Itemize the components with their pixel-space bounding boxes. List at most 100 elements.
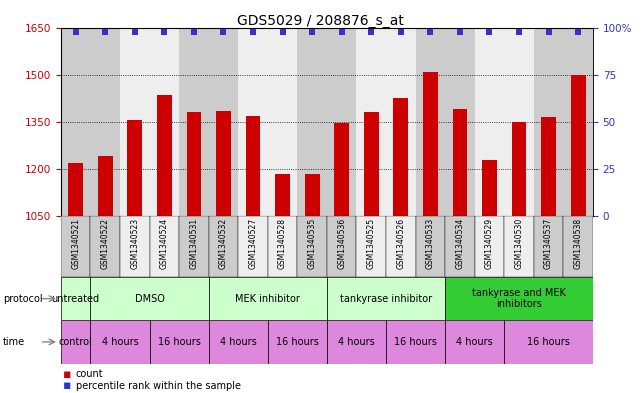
Bar (563, 216, 593, 277)
Bar (61, 216, 90, 277)
Bar (445, 277, 593, 320)
Bar (275, 174, 290, 216)
Bar (238, 216, 268, 277)
Bar (209, 28, 238, 216)
Text: 4 hours: 4 hours (220, 337, 256, 347)
Point (395, 29, 406, 35)
Bar (149, 216, 179, 277)
Bar (90, 320, 149, 364)
Text: 16 hours: 16 hours (527, 337, 570, 347)
Text: ▪: ▪ (63, 367, 71, 381)
Bar (238, 28, 268, 216)
Bar (61, 320, 90, 364)
Bar (415, 28, 445, 216)
Bar (179, 28, 209, 216)
Text: GSM1340538: GSM1340538 (574, 218, 583, 269)
Bar (128, 120, 142, 216)
Text: DMSO: DMSO (135, 294, 165, 304)
Bar (445, 28, 475, 216)
Text: GSM1340527: GSM1340527 (249, 218, 258, 269)
Bar (90, 28, 120, 216)
Bar (445, 320, 504, 364)
Bar (563, 28, 593, 216)
Bar (534, 216, 563, 277)
Point (366, 29, 376, 35)
Text: GSM1340535: GSM1340535 (308, 218, 317, 269)
Bar (327, 320, 386, 364)
Text: GSM1340532: GSM1340532 (219, 218, 228, 269)
Bar (216, 111, 231, 216)
Point (573, 29, 583, 35)
Bar (504, 320, 593, 364)
Text: 4 hours: 4 hours (456, 337, 493, 347)
Bar (504, 28, 534, 216)
Point (337, 29, 347, 35)
Bar (209, 320, 268, 364)
Point (71, 29, 81, 35)
Bar (187, 112, 201, 216)
Bar (120, 28, 149, 216)
Bar (179, 216, 209, 277)
Bar (386, 216, 415, 277)
Text: MEK inhibitor: MEK inhibitor (235, 294, 300, 304)
Text: GSM1340534: GSM1340534 (455, 218, 465, 269)
Text: ▪: ▪ (63, 379, 71, 393)
Text: count: count (76, 369, 103, 379)
Point (514, 29, 524, 35)
Text: GSM1340533: GSM1340533 (426, 218, 435, 269)
Text: GSM1340523: GSM1340523 (130, 218, 139, 269)
Text: 16 hours: 16 hours (394, 337, 437, 347)
Text: tankyrase inhibitor: tankyrase inhibitor (340, 294, 432, 304)
Bar (415, 216, 445, 277)
Bar (209, 277, 327, 320)
Text: GSM1340528: GSM1340528 (278, 218, 287, 269)
Bar (98, 156, 113, 216)
Text: protocol: protocol (3, 294, 43, 304)
Text: GSM1340529: GSM1340529 (485, 218, 494, 269)
Bar (327, 277, 445, 320)
Text: 4 hours: 4 hours (102, 337, 138, 347)
Text: GSM1340536: GSM1340536 (337, 218, 346, 269)
Text: GDS5029 / 208876_s_at: GDS5029 / 208876_s_at (237, 14, 404, 28)
Point (159, 29, 169, 35)
Text: GSM1340525: GSM1340525 (367, 218, 376, 269)
Point (189, 29, 199, 35)
Text: time: time (3, 337, 26, 347)
Bar (394, 98, 408, 216)
Point (307, 29, 317, 35)
Point (455, 29, 465, 35)
Bar (90, 216, 120, 277)
Bar (297, 28, 327, 216)
Bar (534, 28, 563, 216)
Bar (157, 95, 172, 216)
Bar (297, 216, 327, 277)
Bar (149, 320, 209, 364)
Bar (386, 28, 415, 216)
Point (100, 29, 110, 35)
Text: GSM1340526: GSM1340526 (396, 218, 405, 269)
Text: control: control (59, 337, 92, 347)
Point (248, 29, 258, 35)
Bar (61, 277, 90, 320)
Bar (356, 216, 386, 277)
Bar (570, 75, 585, 216)
Bar (482, 160, 497, 216)
Point (219, 29, 229, 35)
Point (544, 29, 554, 35)
Text: GSM1340521: GSM1340521 (71, 218, 80, 269)
Bar (209, 216, 238, 277)
Text: tankyrase and MEK
inhibitors: tankyrase and MEK inhibitors (472, 288, 566, 309)
Bar (268, 320, 327, 364)
Bar (69, 163, 83, 216)
Bar (246, 116, 260, 216)
Point (425, 29, 435, 35)
Point (129, 29, 140, 35)
Bar (453, 109, 467, 216)
Bar (90, 277, 209, 320)
Bar (335, 123, 349, 216)
Bar (475, 28, 504, 216)
Bar (61, 28, 90, 216)
Text: GSM1340530: GSM1340530 (515, 218, 524, 269)
Text: GSM1340524: GSM1340524 (160, 218, 169, 269)
Bar (327, 28, 356, 216)
